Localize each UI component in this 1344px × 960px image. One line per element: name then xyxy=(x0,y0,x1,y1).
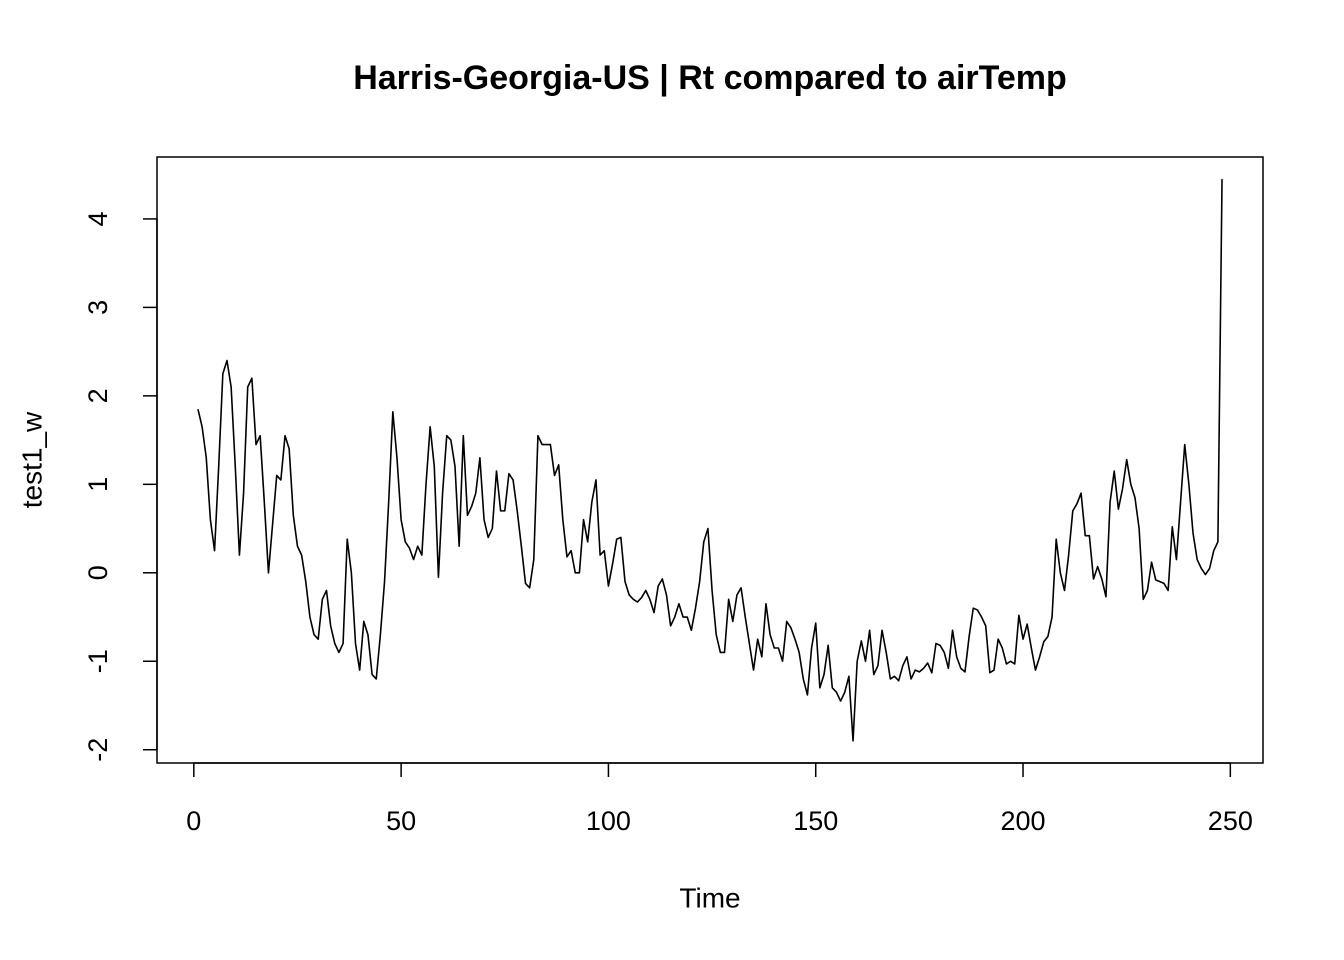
x-tick-label: 250 xyxy=(1208,806,1253,836)
y-tick-label: 3 xyxy=(83,300,113,315)
x-tick-label: 150 xyxy=(793,806,838,836)
plot-frame xyxy=(156,156,1264,764)
x-tick-label: 200 xyxy=(1000,806,1045,836)
y-tick-label: -2 xyxy=(83,738,113,762)
x-tick-label: 50 xyxy=(386,806,416,836)
y-tick-label: -1 xyxy=(83,649,113,673)
y-tick-label: 2 xyxy=(83,388,113,403)
chart-title: Harris-Georgia-US | Rt compared to airTe… xyxy=(353,59,1067,97)
data-line xyxy=(197,179,1223,742)
x-axis-title: Time xyxy=(679,882,740,913)
y-axis-title: test1_w xyxy=(16,411,47,508)
y-tick-label: 4 xyxy=(83,211,113,226)
x-tick-label: 0 xyxy=(186,806,201,836)
x-tick-label: 100 xyxy=(586,806,631,836)
y-tick-label: 0 xyxy=(83,565,113,580)
y-tick-label: 1 xyxy=(83,477,113,492)
